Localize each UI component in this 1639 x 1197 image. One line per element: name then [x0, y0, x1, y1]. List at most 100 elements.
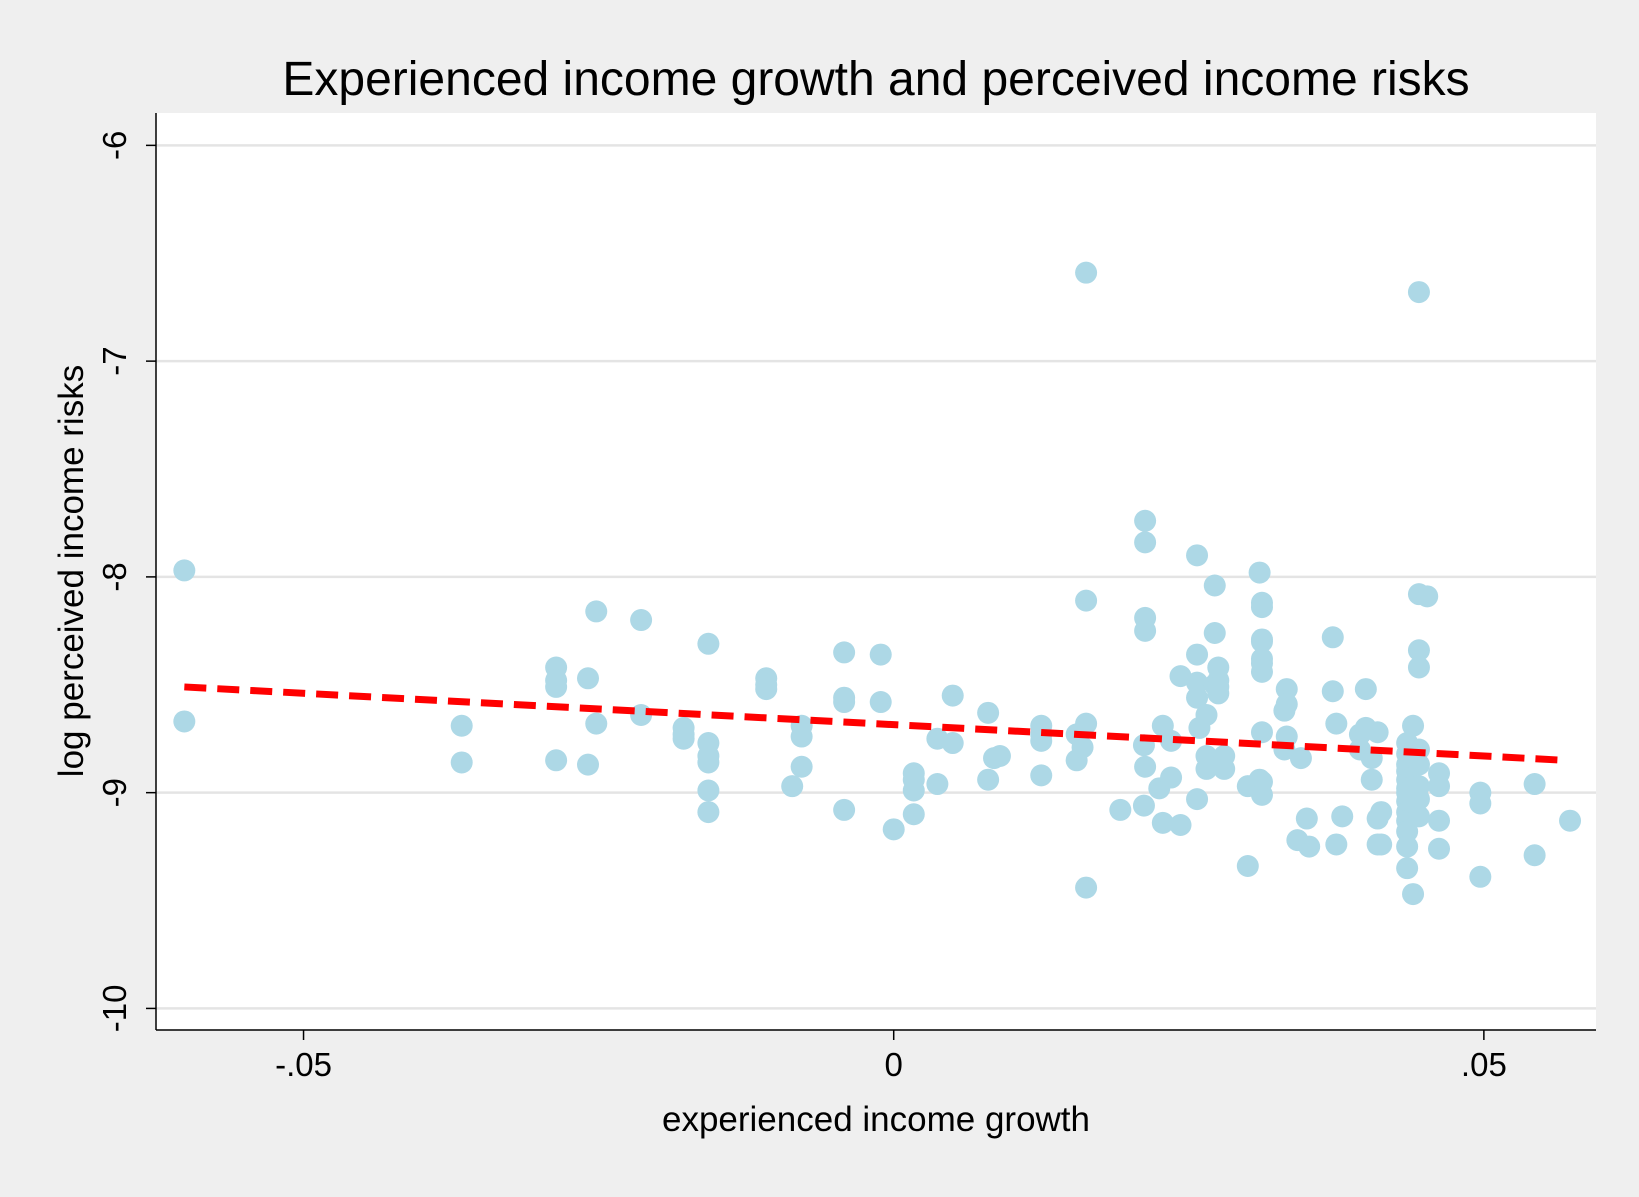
data-point-0-46 [977, 768, 1000, 791]
data-point-0-26 [781, 775, 804, 798]
data-point-0-7 [545, 749, 568, 772]
x-tick-label-0: -.05 [275, 1046, 332, 1083]
data-point-0-25 [755, 678, 778, 701]
data-point-0-107 [1250, 783, 1273, 806]
data-point-0-151 [1407, 656, 1430, 679]
data-point-0-105 [1250, 721, 1273, 744]
data-point-0-62 [1132, 794, 1155, 817]
data-point-0-146 [1402, 714, 1425, 737]
data-point-0-163 [1469, 792, 1492, 815]
data-point-0-157 [1416, 585, 1439, 608]
x-tick-label-1: 0 [885, 1046, 903, 1083]
data-point-0-167 [1559, 809, 1582, 832]
plot-area [156, 113, 1596, 1030]
x-tick-label-2: .05 [1461, 1046, 1507, 1083]
data-point-0-39 [902, 779, 925, 802]
data-point-0-20 [697, 751, 720, 774]
data-point-0-153 [1407, 753, 1430, 776]
data-point-0-2 [450, 714, 473, 737]
data-point-0-12 [630, 609, 653, 632]
data-point-0-147 [1402, 883, 1425, 906]
data-point-0-164 [1469, 865, 1492, 888]
data-point-0-92 [1213, 757, 1236, 780]
data-point-0-143 [1396, 820, 1419, 843]
data-point-0-17 [697, 632, 720, 655]
data-point-0-118 [1321, 680, 1344, 703]
data-point-0-74 [1169, 814, 1192, 837]
x-axis-label: experienced income growth [662, 1100, 1090, 1139]
data-point-0-36 [882, 818, 905, 841]
data-point-0-56 [1075, 261, 1098, 284]
data-point-0-81 [1195, 703, 1218, 726]
data-point-0-78 [1186, 686, 1209, 709]
data-point-0-40 [902, 803, 925, 826]
y-tick-label-3: -9 [96, 778, 133, 807]
data-point-0-119 [1325, 712, 1348, 735]
chart-title: Experienced income growth and perceived … [282, 53, 1469, 106]
data-point-0-77 [1186, 671, 1209, 694]
data-point-0-11 [585, 712, 608, 735]
data-point-0-43 [941, 684, 964, 707]
data-point-0-58 [1075, 712, 1098, 735]
data-point-0-34 [869, 643, 892, 666]
y-tick-label-1: -7 [96, 346, 133, 375]
data-point-0-97 [1248, 561, 1271, 584]
data-point-0-28 [790, 725, 813, 748]
data-point-0-160 [1428, 809, 1451, 832]
grid-lines [156, 144, 1596, 1010]
data-point-0-33 [833, 798, 856, 821]
data-point-0-120 [1325, 833, 1348, 856]
data-point-0-114 [1289, 747, 1312, 770]
data-point-0-21 [697, 779, 720, 802]
data-point-0-9 [577, 753, 599, 776]
data-point-0-155 [1407, 788, 1430, 811]
data-point-0-71 [1160, 729, 1183, 752]
data-point-0-42 [926, 773, 949, 796]
data-point-0-10 [585, 600, 608, 623]
data-point-0-159 [1428, 775, 1451, 798]
data-points [173, 261, 1582, 906]
data-point-0-111 [1275, 693, 1298, 716]
data-point-0-55 [1071, 736, 1094, 759]
data-point-0-60 [1109, 798, 1132, 821]
data-point-0-132 [1370, 833, 1393, 856]
data-point-0-90 [1207, 682, 1230, 705]
data-point-0-128 [1366, 721, 1389, 744]
data-point-0-116 [1298, 835, 1321, 858]
data-point-0-29 [790, 755, 813, 778]
data-point-0-73 [1169, 665, 1192, 688]
data-point-0-35 [869, 691, 892, 714]
data-point-0-72 [1160, 766, 1183, 789]
y-tick-label-2: -8 [96, 562, 133, 591]
data-point-0-165 [1523, 773, 1546, 796]
data-point-0-148 [1407, 281, 1430, 304]
data-point-0-94 [1236, 855, 1259, 878]
data-point-0-52 [1030, 764, 1053, 787]
data-point-0-0 [173, 559, 196, 582]
data-point-0-1 [173, 710, 196, 733]
data-point-0-48 [988, 744, 1011, 767]
data-point-0-85 [1203, 621, 1226, 644]
data-point-0-115 [1295, 807, 1318, 830]
data-point-0-3 [450, 751, 473, 774]
y-tick-label-4: -10 [96, 985, 133, 1033]
data-point-0-67 [1134, 755, 1157, 778]
data-point-0-127 [1360, 768, 1383, 791]
data-point-0-32 [833, 691, 856, 714]
data-point-0-145 [1396, 857, 1419, 880]
data-point-0-83 [1195, 757, 1218, 780]
data-point-0-131 [1370, 801, 1393, 824]
data-point-0-79 [1186, 788, 1209, 811]
data-point-0-30 [833, 641, 856, 664]
data-point-0-150 [1407, 639, 1430, 662]
data-point-0-66 [1134, 619, 1157, 642]
data-point-0-22 [697, 801, 720, 824]
data-point-0-84 [1203, 574, 1226, 597]
data-point-0-59 [1075, 876, 1098, 899]
data-point-0-57 [1075, 589, 1098, 612]
data-point-0-6 [545, 675, 568, 698]
data-point-0-75 [1186, 544, 1209, 567]
data-point-0-8 [577, 667, 599, 690]
